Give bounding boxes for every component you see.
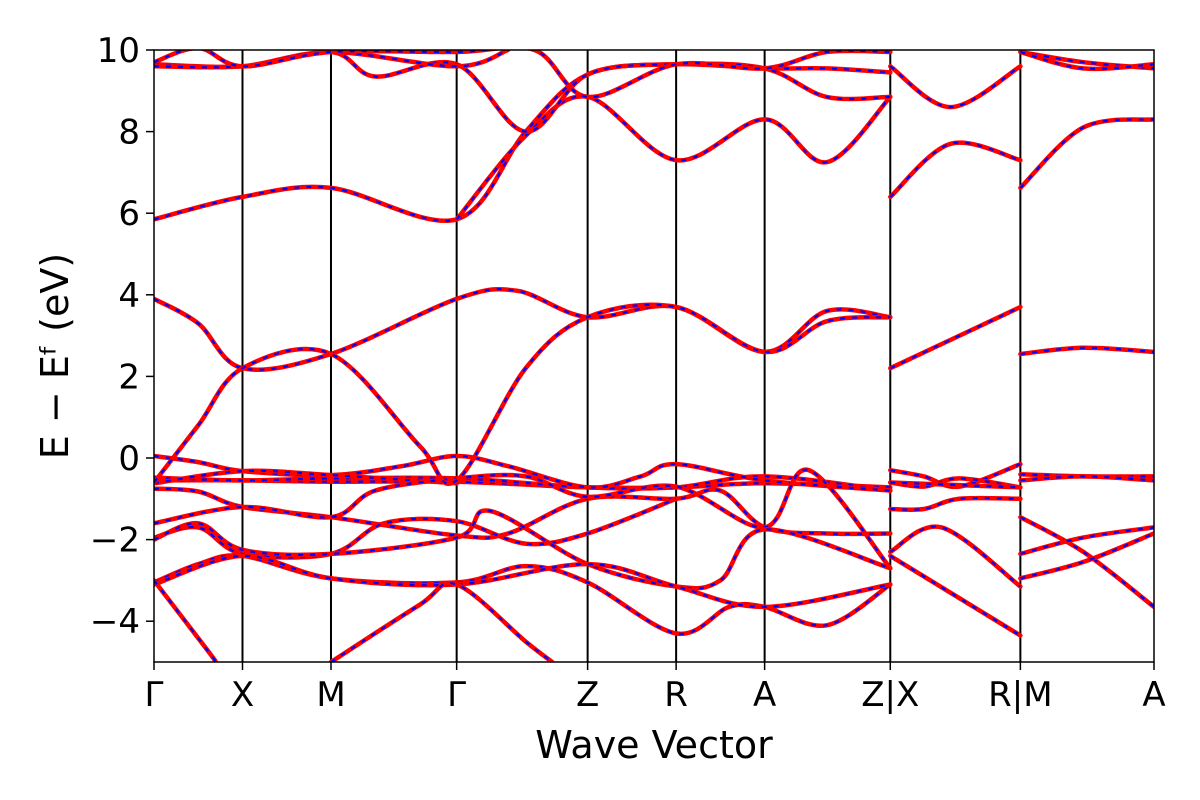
band-line-dashed-19	[154, 50, 891, 99]
y-tick-label: 6	[118, 194, 140, 234]
band-line-dashed-8	[154, 509, 891, 590]
band-line-dashed-11	[154, 579, 217, 662]
band-line-dashed-31	[1019, 516, 1154, 608]
band-line-dashed-27	[889, 141, 1021, 198]
band-line-15	[154, 61, 893, 223]
band-line-dashed-6	[154, 468, 892, 569]
band-line-dashed-24	[889, 525, 1022, 588]
y-tick-label: 0	[118, 439, 140, 479]
band-line-dashed-17	[154, 50, 891, 133]
band-line-dashed-12	[330, 581, 553, 662]
y-tick-label: −4	[90, 602, 140, 642]
y-axis: −4 −2 0 2 4 6 8 10	[90, 31, 154, 642]
x-tick-label: A	[753, 675, 776, 715]
x-tick-label: X	[231, 675, 254, 715]
x-tick-label: R	[664, 675, 688, 715]
band-line-dashed-34	[1020, 346, 1154, 356]
band-line-dashed-14	[154, 303, 891, 485]
band-line-2	[154, 474, 893, 493]
x-tick-label: M	[316, 675, 345, 715]
band-line-28	[888, 64, 1023, 110]
kpoint-divider-lines	[241, 50, 1022, 662]
band-line-dashed-26	[889, 306, 1021, 370]
band-line-35	[1018, 117, 1154, 191]
x-tick-label: A	[1142, 675, 1165, 715]
band-line-dashed-33	[1020, 532, 1154, 580]
y-tick-label: 4	[118, 276, 140, 316]
band-line-dashed-7	[154, 497, 677, 559]
y-tick-label: 10	[97, 31, 140, 71]
band-line-16	[454, 94, 893, 222]
band-lines	[154, 50, 1154, 662]
band-line-27	[888, 140, 1023, 200]
band-line-dashed-10	[154, 554, 891, 609]
x-tick-label: Z	[576, 675, 599, 715]
band-line-dashed-25	[889, 554, 1021, 637]
band-line-dashed-30	[1020, 475, 1154, 482]
band-line-12	[328, 580, 555, 662]
band-line-30	[1018, 474, 1154, 483]
x-tick-label: Γ	[145, 675, 164, 715]
band-line-dashed-15	[154, 63, 891, 222]
y-tick-label: −2	[90, 521, 140, 561]
band-line-dashed-37	[1020, 50, 1154, 70]
band-line-14	[154, 302, 893, 486]
band-line-10	[154, 553, 893, 610]
plot-frame	[153, 49, 1155, 663]
x-tick-label: R|M	[988, 675, 1052, 715]
band-line-dashed-4	[154, 469, 457, 485]
band-line-dashed-16	[455, 95, 892, 221]
x-axis: Γ X M Γ Z R A Z|X R|M A	[145, 662, 1166, 715]
y-tick-label: 8	[118, 113, 140, 153]
band-line-dashed-18	[154, 50, 509, 69]
band-line-dashed-13	[154, 288, 891, 371]
x-tick-label: Z|X	[861, 675, 919, 715]
y-axis-title: E − Eᶠ (eV)	[33, 253, 77, 459]
band-line-8	[154, 508, 893, 591]
x-axis-title: Wave Vector	[535, 723, 773, 767]
band-line-23	[888, 495, 1023, 512]
band-line-dashed-23	[890, 496, 1021, 511]
band-line-dashed-32	[1020, 526, 1154, 555]
band-line-dashed-22	[890, 481, 1021, 489]
band-line-9	[154, 553, 893, 636]
band-line-dashed-35	[1019, 118, 1154, 189]
band-line-dashed-28	[889, 65, 1021, 109]
y-tick-label: 2	[118, 357, 140, 397]
x-tick-label: Γ	[447, 675, 466, 715]
band-line-dashed-20	[890, 463, 1021, 488]
band-line-34	[1018, 345, 1154, 357]
